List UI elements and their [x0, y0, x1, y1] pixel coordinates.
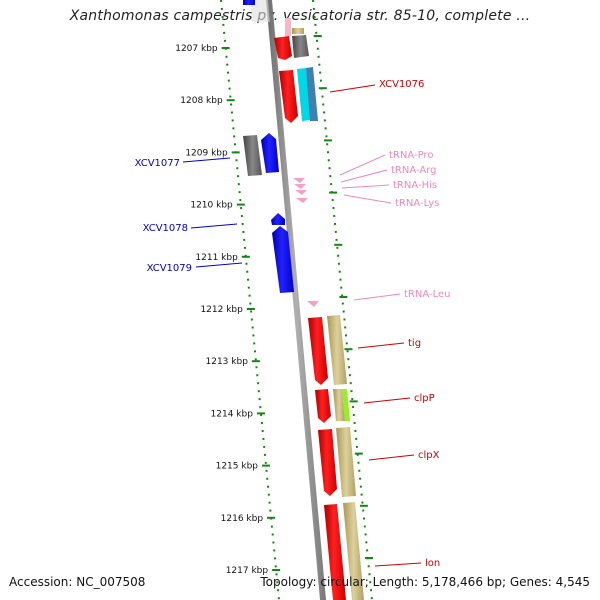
- gene-top-khaki: [292, 28, 304, 34]
- genome-summary-text: Topology: circular; Length: 5,178,466 bp…: [260, 575, 590, 589]
- gene-red-lon: [324, 504, 346, 600]
- leader-xcv1078: [190, 223, 238, 229]
- trna-pro-mark: [293, 178, 305, 183]
- leader-lon: [374, 562, 422, 567]
- gene-khaki-tig: [327, 315, 347, 385]
- gene-top-gray: [292, 35, 309, 58]
- gene-top-red: [274, 36, 292, 60]
- leader-tig: [357, 342, 405, 349]
- tick-labels: 1207 kbp 1208 kbp 1209 kbp 1210 kbp 1211 kbp…: [175, 44, 268, 576]
- label-trna-lys[interactable]: tRNA-Lys: [395, 198, 439, 209]
- trna-arg-mark: [294, 184, 306, 189]
- tick-label: 1216 kbp: [221, 514, 264, 524]
- accession-text: Accession: NC_007508: [9, 575, 146, 589]
- gene-top-blue: [243, 0, 255, 5]
- tick-label: 1217 kbp: [226, 566, 269, 576]
- trna-his-mark: [295, 190, 307, 195]
- gene-red-tig: [308, 317, 328, 385]
- leader-xcv1076: [329, 84, 376, 93]
- leader-trna-lys: [343, 194, 392, 204]
- gene-blue-1078: [271, 213, 285, 225]
- tick-marks: [221, 35, 374, 571]
- label-trna-pro[interactable]: tRNA-Pro: [389, 150, 433, 161]
- gene-red-clpx: [318, 429, 337, 496]
- tick-label: 1209 kbp: [185, 148, 228, 158]
- tick-label: 1213 kbp: [206, 357, 249, 367]
- tick-ring-inner: [220, 0, 280, 600]
- leader-clpx: [368, 454, 415, 461]
- label-lon[interactable]: lon: [425, 558, 440, 569]
- label-clpx[interactable]: clpX: [418, 450, 440, 461]
- gene-khaki-clpp: [333, 389, 345, 421]
- tick-label: 1214 kbp: [211, 409, 254, 419]
- label-xcv1078[interactable]: XCV1078: [143, 223, 188, 234]
- label-trna-his[interactable]: tRNA-His: [393, 180, 437, 191]
- label-clpp[interactable]: clpP: [414, 393, 435, 404]
- genome-backbone: [266, 0, 326, 600]
- trna-leu-mark: [307, 301, 319, 307]
- leader-xcv1079: [195, 262, 243, 268]
- gene-steel: [306, 67, 318, 121]
- leader-trna-leu: [353, 293, 401, 301]
- leader-trna-his: [341, 184, 390, 189]
- map-title: Xanthomonas campestris pv. vesicatoria s…: [69, 8, 531, 24]
- label-xcv1077[interactable]: XCV1077: [135, 158, 180, 169]
- gene-khaki-clpx: [336, 427, 356, 497]
- gene-top-pink: [285, 18, 291, 36]
- gene-gray-1077: [243, 135, 262, 176]
- tick-label: 1215 kbp: [216, 462, 259, 472]
- gene-red-1076: [279, 70, 298, 123]
- label-xcv1079[interactable]: XCV1079: [147, 263, 192, 274]
- gene-red-clpp: [315, 389, 331, 423]
- label-xcv1076[interactable]: XCV1076: [379, 79, 424, 90]
- genome-backbone-fade: [250, 0, 270, 22]
- leader-xcv1077: [182, 157, 231, 163]
- gene-lime-clpp: [342, 389, 350, 421]
- gene-khaki-lon: [343, 502, 364, 600]
- leader-clpp: [363, 397, 411, 404]
- tick-label: 1212 kbp: [200, 305, 243, 315]
- leader-trna-pro: [339, 154, 386, 176]
- label-trna-arg[interactable]: tRNA-Arg: [391, 165, 436, 176]
- label-tig[interactable]: tig: [408, 338, 421, 349]
- tick-label: 1210 kbp: [190, 201, 233, 211]
- gene-cyan: [297, 68, 311, 121]
- leader-trna-arg: [340, 169, 388, 183]
- label-trna-leu[interactable]: tRNA-Leu: [404, 289, 450, 300]
- gene-blue-1079: [272, 226, 294, 293]
- tick-label: 1207 kbp: [175, 44, 218, 54]
- tick-label: 1208 kbp: [180, 96, 223, 106]
- tick-label: 1211 kbp: [195, 253, 238, 263]
- trna-lys-mark: [296, 198, 308, 203]
- gene-blue-1077: [261, 133, 279, 173]
